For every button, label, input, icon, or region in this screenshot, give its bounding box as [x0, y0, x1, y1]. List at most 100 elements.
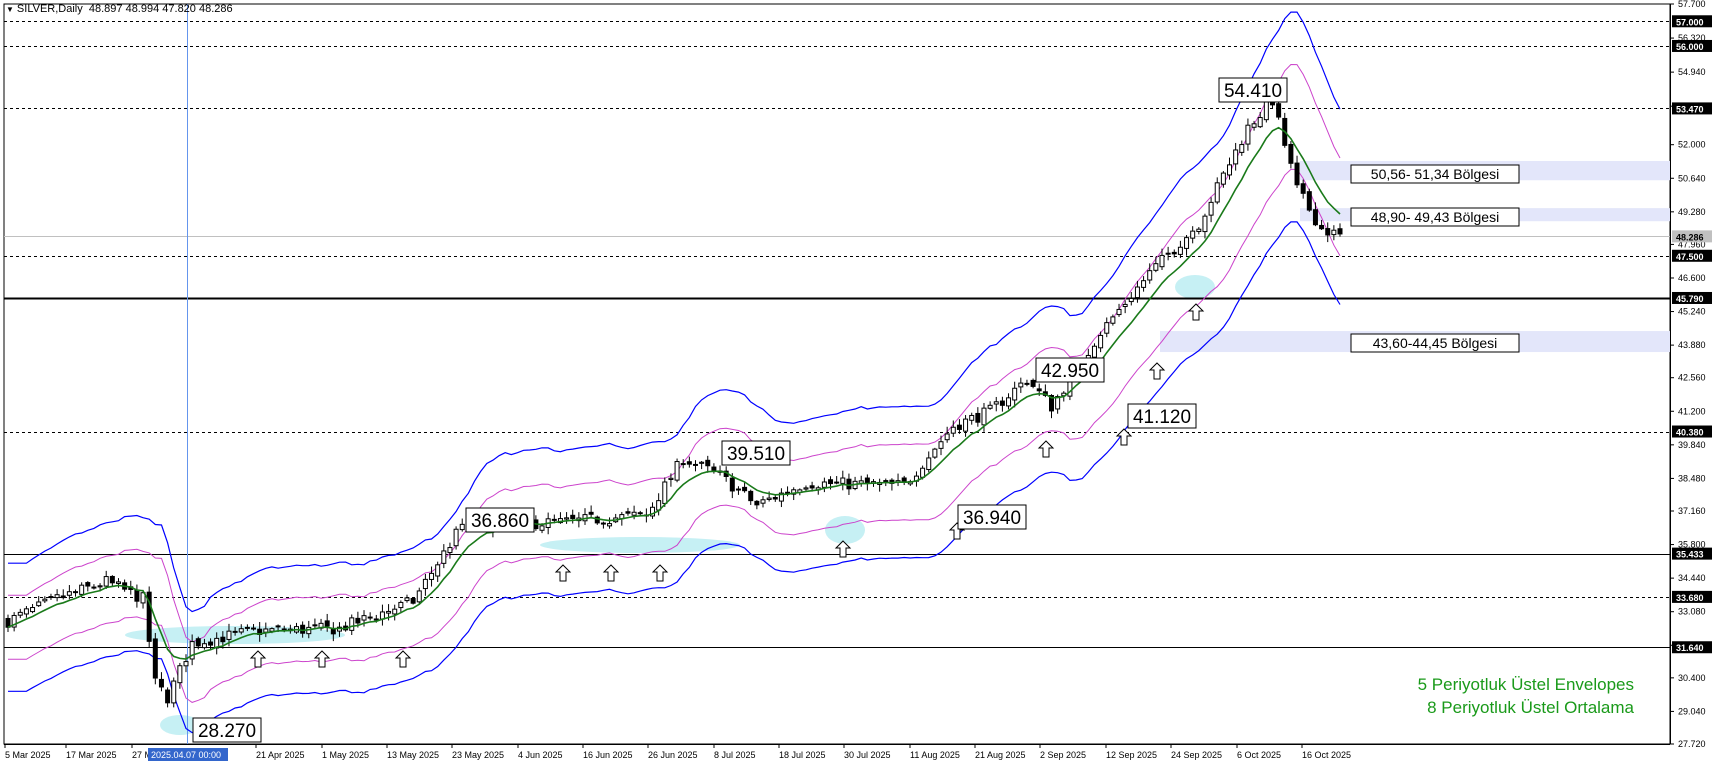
price-label-box — [957, 504, 1027, 530]
candle-body — [594, 516, 600, 524]
candle-body — [54, 594, 60, 599]
candle-body — [674, 461, 680, 481]
price-tick-label: 46.600 — [1678, 273, 1706, 283]
time-tick-label: 4 Jun 2025 — [518, 750, 563, 760]
candle-body — [883, 480, 889, 483]
candle-body — [938, 441, 944, 449]
up-arrow-icon — [313, 650, 331, 668]
candle-body — [208, 641, 214, 646]
zone-label-text: 43,60-44,45 Bölgesi — [1373, 335, 1498, 351]
up-arrow-icon — [554, 564, 572, 582]
price-label-text: 39.510 — [727, 444, 785, 465]
candle-body — [232, 630, 238, 633]
candle-body — [1171, 251, 1177, 255]
price-tick-label: 38.480 — [1678, 473, 1706, 483]
zone-label-text: 50,56- 51,34 Bölgesi — [1371, 166, 1499, 182]
price-tick-label: 43.880 — [1678, 340, 1706, 350]
time-tick-label: 27 M — [132, 750, 152, 760]
time-tick-label: 2 Sep 2025 — [1040, 750, 1086, 760]
candle-body — [17, 611, 23, 616]
candle-body — [367, 616, 373, 619]
price-label-box — [192, 717, 262, 743]
cursor-time-label: 2025.04.07 00:00 — [151, 750, 221, 760]
level-axis-tag-text: 47.500 — [1676, 252, 1704, 262]
candle-body — [312, 624, 318, 627]
price-tick-label: 34.440 — [1678, 573, 1706, 583]
candle-body — [760, 499, 766, 504]
candle-body — [920, 467, 926, 478]
candle-body — [1036, 388, 1042, 392]
price-tick-label: 49.280 — [1678, 207, 1706, 217]
candle-body — [1337, 228, 1343, 235]
envelope-upper-outer — [8, 11, 1341, 613]
candle-body — [459, 523, 465, 531]
candle-body — [355, 617, 361, 624]
candle-body — [1091, 345, 1097, 358]
candle-body — [1257, 117, 1263, 128]
price-label-box — [721, 440, 791, 466]
candle-body — [600, 522, 606, 525]
candle-body — [1245, 124, 1251, 145]
up-arrow-icon — [1148, 362, 1166, 380]
price-tick-label: 39.840 — [1678, 440, 1706, 450]
candle-body — [999, 400, 1005, 406]
candle-body — [201, 643, 207, 649]
price-tick-label: 56.320 — [1678, 33, 1706, 43]
candle-body — [410, 597, 416, 604]
indicator-note-1: 5 Periyotluk Üstel Envelopes — [1417, 675, 1634, 694]
candle-body — [30, 607, 36, 613]
level-axis-tag-text: 53.470 — [1676, 104, 1704, 114]
level-axis-tag-text: 31.640 — [1676, 643, 1704, 653]
candle-body — [1147, 270, 1153, 281]
price-tick-label: 57.700 — [1678, 0, 1706, 9]
candle-body — [226, 630, 232, 640]
candle-body — [115, 581, 121, 584]
candle-body — [48, 596, 54, 599]
candle-body — [686, 461, 692, 465]
candle-body — [1208, 201, 1214, 216]
time-tick-label: 23 May 2025 — [452, 750, 504, 760]
level-axis-tag-text: 33.680 — [1676, 593, 1704, 603]
candle-body — [969, 414, 975, 421]
candle-body — [1018, 382, 1024, 388]
candle-body — [956, 424, 962, 430]
candle-body — [1030, 379, 1036, 387]
up-arrow-icon — [1037, 440, 1055, 458]
zone-label-box — [1350, 333, 1520, 353]
candle-body — [748, 490, 754, 502]
candle-body — [1012, 387, 1018, 401]
candle-body — [692, 463, 698, 466]
candle-body — [1306, 191, 1312, 211]
candle-body — [1325, 228, 1331, 236]
candle-body — [36, 601, 42, 607]
candle-body — [165, 689, 171, 704]
candle-body — [834, 481, 840, 484]
candle-body — [944, 433, 950, 441]
time-tick-label: 16 Oct 2025 — [1302, 750, 1351, 760]
candle-body — [1165, 252, 1171, 255]
candle-body — [404, 597, 410, 602]
candle-body — [1110, 316, 1116, 324]
candle-body — [705, 459, 711, 467]
candle-body — [699, 461, 705, 464]
price-label-box — [1127, 403, 1197, 429]
current-price-tag — [1672, 230, 1712, 243]
candle-body — [453, 528, 459, 547]
candle-body — [238, 628, 244, 633]
candle-body — [1220, 172, 1226, 185]
candle-body — [963, 418, 969, 432]
level-axis-tag — [1672, 102, 1712, 115]
candle-body — [803, 487, 809, 490]
candle-body — [975, 412, 981, 423]
candle-body — [244, 626, 250, 629]
candle-body — [1104, 322, 1110, 334]
candle-body — [1141, 280, 1147, 288]
price-label-text: 41.120 — [1133, 407, 1191, 428]
candle-body — [668, 477, 674, 480]
candle-body — [864, 477, 870, 484]
up-arrow-icon — [834, 540, 852, 558]
candle-body — [183, 661, 189, 667]
level-axis-tag-text: 35.433 — [1676, 550, 1704, 560]
